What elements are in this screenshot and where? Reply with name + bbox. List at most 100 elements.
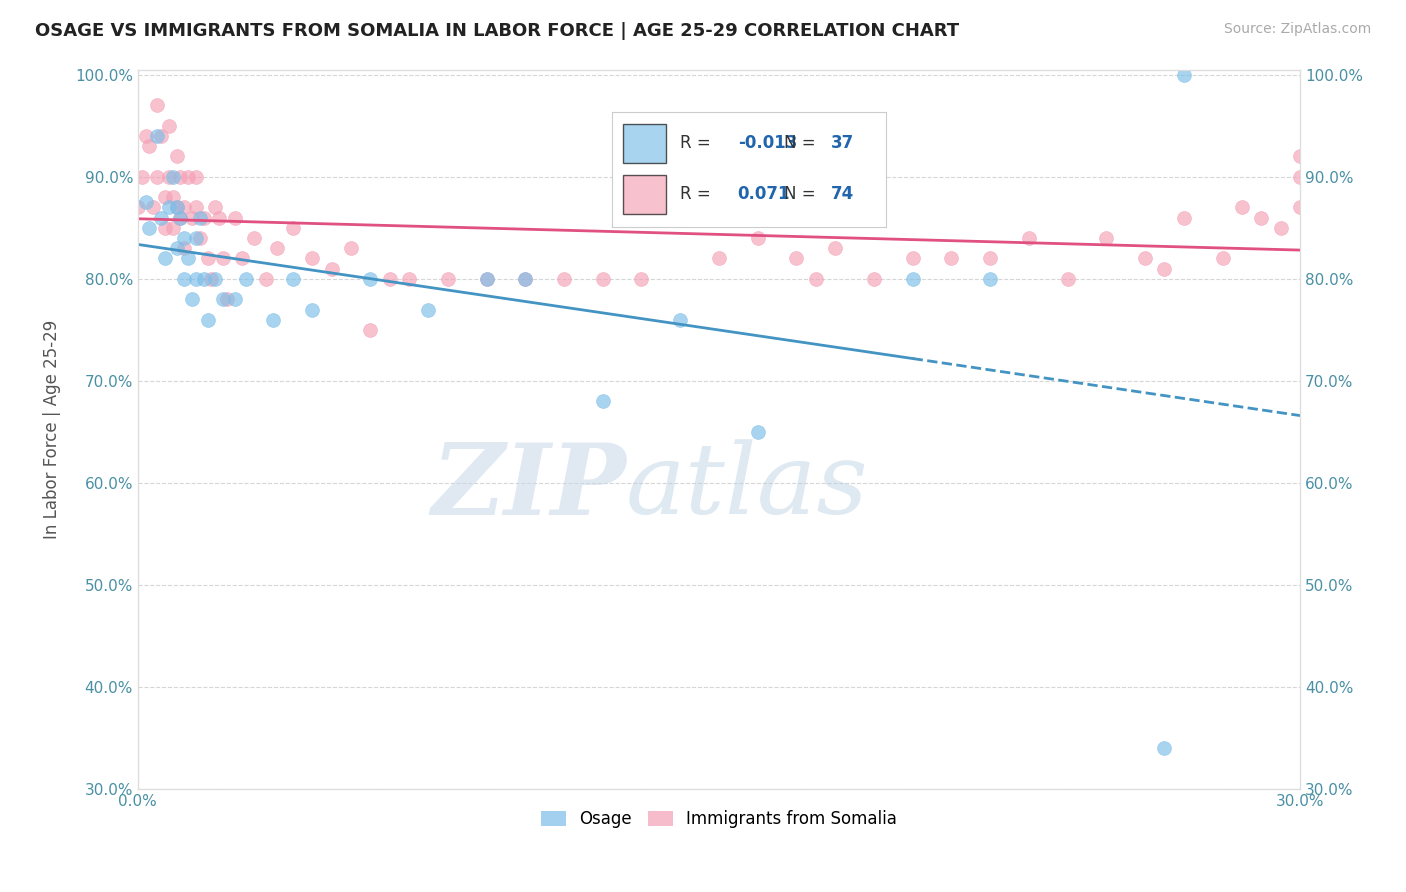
Point: [359, 272, 381, 286]
Point: [340, 241, 363, 255]
Point: [166, 201, 188, 215]
Point: [177, 252, 200, 266]
Point: [231, 252, 253, 266]
Point: [138, 220, 160, 235]
Text: Source: ZipAtlas.com: Source: ZipAtlas.com: [1223, 22, 1371, 37]
Point: [184, 169, 207, 184]
Point: [153, 190, 176, 204]
Point: [553, 272, 575, 286]
Point: [166, 241, 188, 255]
Point: [1270, 220, 1292, 235]
Point: [1212, 252, 1234, 266]
Point: [127, 201, 149, 215]
Point: [266, 241, 288, 255]
Point: [785, 252, 807, 266]
Point: [979, 272, 1001, 286]
Text: N =: N =: [785, 135, 821, 153]
Text: -0.013: -0.013: [738, 135, 797, 153]
Point: [301, 252, 323, 266]
Point: [669, 211, 692, 225]
Point: [146, 98, 169, 112]
Point: [321, 261, 343, 276]
Point: [215, 293, 238, 307]
Point: [162, 169, 184, 184]
Text: R =: R =: [681, 186, 716, 203]
Point: [1153, 741, 1175, 756]
Point: [224, 211, 246, 225]
Point: [418, 302, 440, 317]
Y-axis label: In Labor Force | Age 25-29: In Labor Force | Age 25-29: [44, 320, 60, 539]
Point: [135, 195, 157, 210]
Point: [193, 211, 215, 225]
Point: [131, 169, 153, 184]
Point: [173, 241, 195, 255]
Point: [592, 272, 614, 286]
Point: [941, 252, 963, 266]
Point: [979, 252, 1001, 266]
Point: [243, 231, 266, 245]
Point: [254, 272, 277, 286]
Point: [181, 293, 204, 307]
Point: [162, 220, 184, 235]
Point: [169, 169, 191, 184]
Point: [1173, 211, 1195, 225]
Point: [1095, 231, 1118, 245]
Point: [475, 272, 498, 286]
Point: [235, 272, 257, 286]
Point: [150, 128, 173, 143]
Point: [146, 128, 169, 143]
Point: [1289, 169, 1312, 184]
Point: [188, 231, 211, 245]
Point: [901, 252, 924, 266]
Point: [197, 252, 219, 266]
Point: [153, 220, 176, 235]
Point: [212, 252, 235, 266]
Point: [208, 211, 231, 225]
Point: [824, 241, 846, 255]
Point: [1133, 252, 1156, 266]
Point: [157, 169, 180, 184]
Point: [359, 323, 381, 337]
Point: [188, 211, 211, 225]
Point: [166, 201, 188, 215]
Point: [398, 272, 420, 286]
Point: [630, 272, 652, 286]
Point: [727, 190, 749, 204]
Point: [281, 220, 304, 235]
Point: [901, 272, 924, 286]
Point: [262, 312, 284, 326]
Point: [669, 312, 692, 326]
Point: [146, 169, 169, 184]
Point: [707, 252, 730, 266]
Point: [184, 272, 207, 286]
Point: [193, 272, 215, 286]
Point: [281, 272, 304, 286]
Point: [157, 119, 180, 133]
Text: ZIP: ZIP: [432, 439, 626, 535]
Point: [515, 272, 537, 286]
Point: [200, 272, 222, 286]
Point: [150, 211, 173, 225]
Point: [184, 201, 207, 215]
Point: [181, 211, 204, 225]
FancyBboxPatch shape: [623, 175, 666, 213]
Point: [1250, 211, 1272, 225]
Point: [515, 272, 537, 286]
Text: 37: 37: [831, 135, 855, 153]
Point: [153, 252, 176, 266]
Text: OSAGE VS IMMIGRANTS FROM SOMALIA IN LABOR FORCE | AGE 25-29 CORRELATION CHART: OSAGE VS IMMIGRANTS FROM SOMALIA IN LABO…: [35, 22, 959, 40]
Text: 74: 74: [831, 186, 855, 203]
Point: [436, 272, 458, 286]
Legend: Osage, Immigrants from Somalia: Osage, Immigrants from Somalia: [534, 804, 904, 835]
Point: [197, 312, 219, 326]
Point: [1173, 68, 1195, 82]
Point: [1289, 201, 1312, 215]
Point: [184, 231, 207, 245]
Point: [863, 272, 886, 286]
Point: [301, 302, 323, 317]
Text: atlas: atlas: [626, 440, 869, 534]
Point: [142, 201, 165, 215]
Point: [475, 272, 498, 286]
Point: [173, 272, 195, 286]
Point: [1289, 149, 1312, 163]
